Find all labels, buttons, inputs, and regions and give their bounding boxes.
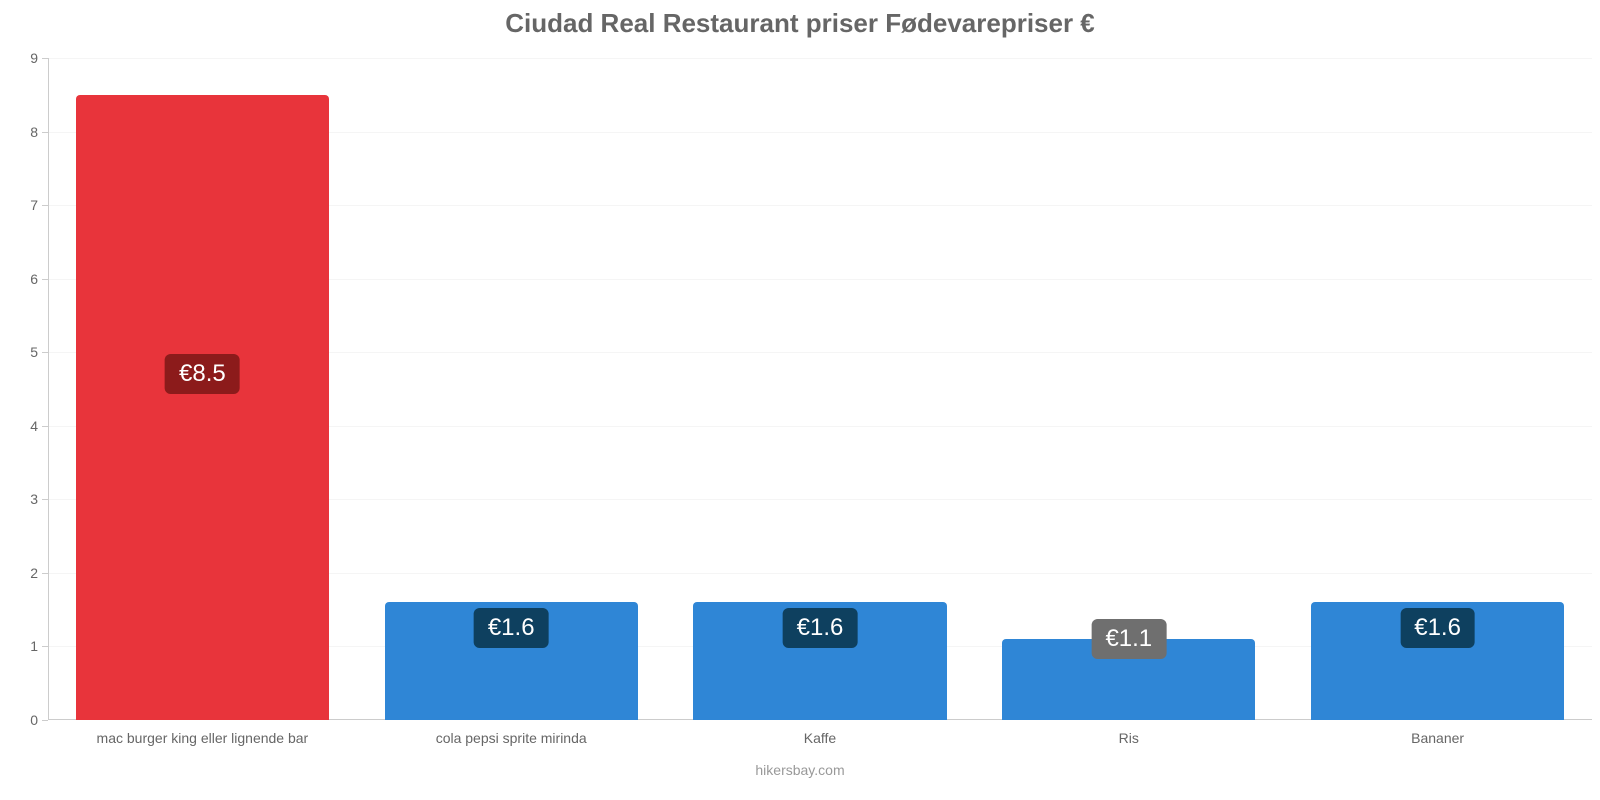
category-label: cola pepsi sprite mirinda	[436, 720, 587, 746]
category-label: Kaffe	[804, 720, 836, 746]
y-tick-label: 8	[30, 124, 48, 140]
value-label: €1.6	[1400, 608, 1475, 648]
value-label: €1.6	[783, 608, 858, 648]
category-label: Ris	[1119, 720, 1139, 746]
y-tick-label: 9	[30, 50, 48, 66]
y-tick-label: 3	[30, 491, 48, 507]
gridline	[48, 58, 1592, 59]
y-tick-label: 2	[30, 565, 48, 581]
value-label: €1.6	[474, 608, 549, 648]
y-tick-label: 6	[30, 271, 48, 287]
bar	[76, 95, 329, 720]
value-label: €8.5	[165, 354, 240, 394]
attribution-text: hikersbay.com	[0, 762, 1600, 778]
y-tick-label: 7	[30, 197, 48, 213]
y-axis-line	[48, 58, 49, 720]
plot-area: 0123456789€8.5mac burger king eller lign…	[48, 58, 1592, 720]
chart-title: Ciudad Real Restaurant priser Fødevarepr…	[0, 0, 1600, 39]
y-tick-label: 5	[30, 344, 48, 360]
y-tick-label: 0	[30, 712, 48, 728]
category-label: mac burger king eller lignende bar	[97, 720, 309, 746]
category-label: Bananer	[1411, 720, 1464, 746]
price-bar-chart: Ciudad Real Restaurant priser Fødevarepr…	[0, 0, 1600, 800]
value-label: €1.1	[1091, 619, 1166, 659]
y-tick-label: 4	[30, 418, 48, 434]
y-tick-label: 1	[30, 638, 48, 654]
